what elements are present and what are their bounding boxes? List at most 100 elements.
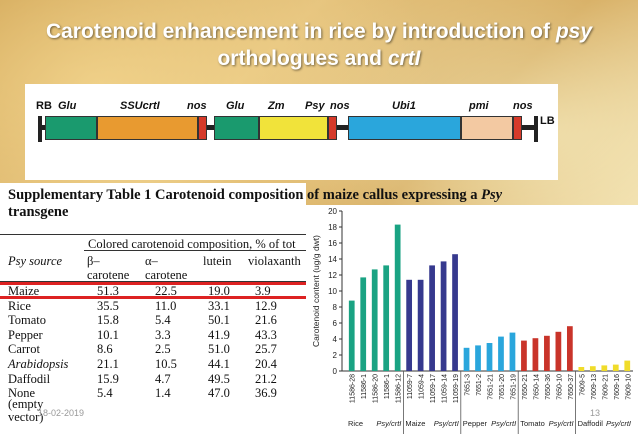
bar — [486, 343, 493, 371]
row-value: 51.3 — [97, 284, 119, 298]
row-value: 2.5 — [155, 342, 171, 357]
x-tick-label: 11586-20 — [373, 374, 380, 403]
row-source: Tomato — [8, 313, 47, 328]
table-panel — [0, 183, 306, 434]
nos-terminator-2 — [328, 116, 337, 140]
x-tick-label: 11059-4 — [419, 374, 426, 399]
table-header-rule — [0, 281, 306, 282]
bar — [383, 265, 390, 371]
bar — [624, 360, 631, 371]
label-zm: Zm — [268, 100, 285, 112]
row-source: Maize — [8, 284, 40, 298]
row-value: 36.9 — [255, 386, 277, 401]
glu-promoter-2 — [214, 116, 259, 140]
nos-terminator-3 — [513, 116, 522, 140]
group-label-source: Daffodil — [578, 419, 604, 428]
y-tick-label: 18 — [328, 223, 337, 232]
bar — [532, 338, 539, 371]
nos-terminator-1 — [198, 116, 207, 140]
label-nos-1: nos — [187, 100, 207, 112]
group-label-source: Tomato — [520, 419, 545, 428]
x-tick-label: 7609-10 — [625, 374, 632, 400]
x-tick-label: 7651-2 — [476, 374, 483, 396]
carotenoid-bar-chart: 0 2 4 6 8 10 12 14 16 18 20 Carotenoid content (ug/… — [311, 207, 633, 434]
highlight-line-bottom — [0, 296, 306, 299]
row-value: 47.0 — [208, 386, 230, 401]
group-label-construct: Psy/crtI — [606, 419, 631, 428]
group-label-construct: Psy/crtI — [434, 419, 459, 428]
row-value: 20.4 — [255, 357, 277, 371]
group-label-construct: Psy/crtI — [549, 419, 574, 428]
x-tick-label: 11059-17 — [430, 374, 437, 403]
x-tick-label: 7651-20 — [499, 374, 506, 400]
row-value: 41.9 — [208, 327, 230, 342]
header-beta: β–carotene — [87, 254, 130, 282]
row-source: Carrot — [8, 342, 40, 357]
row-value: 50.1 — [208, 313, 230, 328]
bar — [360, 277, 367, 371]
bar — [566, 326, 573, 371]
x-tick-label: 7609-5 — [579, 374, 586, 396]
y-tick-label: 8 — [333, 303, 338, 312]
row-value: 4.7 — [155, 371, 171, 386]
highlight-line-top — [0, 282, 306, 285]
row-value: 3.3 — [155, 327, 171, 342]
bar — [601, 365, 608, 371]
x-tick-label: 11059-19 — [453, 374, 460, 403]
header-alpha: α–carotene — [145, 254, 188, 282]
x-tick-label: 7651-21 — [488, 374, 495, 400]
row-value: 33.1 — [208, 298, 230, 313]
group-label-source: Rice — [348, 419, 363, 428]
group-label-source: Maize — [405, 419, 425, 428]
header-source: Psy source — [8, 254, 63, 268]
y-tick-label: 10 — [328, 287, 337, 296]
x-tick-label: 7650-37 — [568, 374, 575, 400]
bar — [394, 224, 401, 371]
label-nos-3: nos — [513, 100, 533, 112]
row-value: 25.7 — [255, 342, 277, 357]
table-top-rule — [0, 234, 306, 235]
row-value: 15.9 — [97, 371, 119, 386]
bar — [612, 364, 619, 371]
x-tick-label: 7609-16 — [614, 374, 621, 400]
row-value: 5.4 — [155, 313, 171, 328]
y-tick-label: 14 — [328, 255, 337, 264]
bar — [475, 345, 481, 371]
bar — [463, 347, 470, 371]
group-label-source: Pepper — [463, 419, 488, 428]
row-source: Arabidopsis — [8, 357, 69, 371]
footer-date: 18-02-2019 — [38, 408, 85, 418]
row-value: 43.3 — [255, 327, 277, 342]
row-value: 35.5 — [97, 298, 119, 313]
row-value: 3.9 — [255, 284, 271, 298]
bar — [589, 366, 596, 371]
none-note-2: vector) — [8, 410, 44, 424]
row-value: 8.6 — [97, 342, 113, 357]
row-source: Rice — [8, 298, 31, 313]
label-ubi1: Ubi1 — [392, 100, 416, 112]
x-tick-label: 7650-10 — [556, 374, 563, 400]
header-violaxanthin: violaxanth — [248, 254, 301, 268]
label-psy: Psy — [305, 100, 325, 112]
bar — [555, 331, 562, 371]
y-axis-label: Carotenoid content (ug/g dwt) — [311, 235, 321, 347]
row-value: 51.0 — [208, 342, 230, 357]
label-nos-2: nos — [330, 100, 350, 112]
y-tick-label: 12 — [328, 271, 337, 280]
row-value: 10.5 — [155, 357, 177, 371]
slide-title: Carotenoid enhancement in rice by introd… — [45, 20, 593, 70]
bar — [429, 265, 435, 371]
bar — [521, 340, 527, 371]
bar — [348, 300, 355, 371]
y-tick-label: 20 — [328, 207, 337, 216]
bar — [498, 336, 504, 371]
bar — [406, 279, 413, 371]
x-tick-label: 11586-1 — [361, 374, 368, 399]
label-glu-2: Glu — [226, 100, 245, 112]
glu-promoter-1 — [45, 116, 97, 140]
x-tick-label: 7651-3 — [465, 374, 472, 396]
x-tick-label: 11059-14 — [442, 374, 449, 403]
row-value: 10.1 — [97, 327, 119, 342]
x-tick-label: 7650-36 — [545, 374, 552, 400]
group-label-construct: Psy/crtI — [491, 419, 516, 428]
